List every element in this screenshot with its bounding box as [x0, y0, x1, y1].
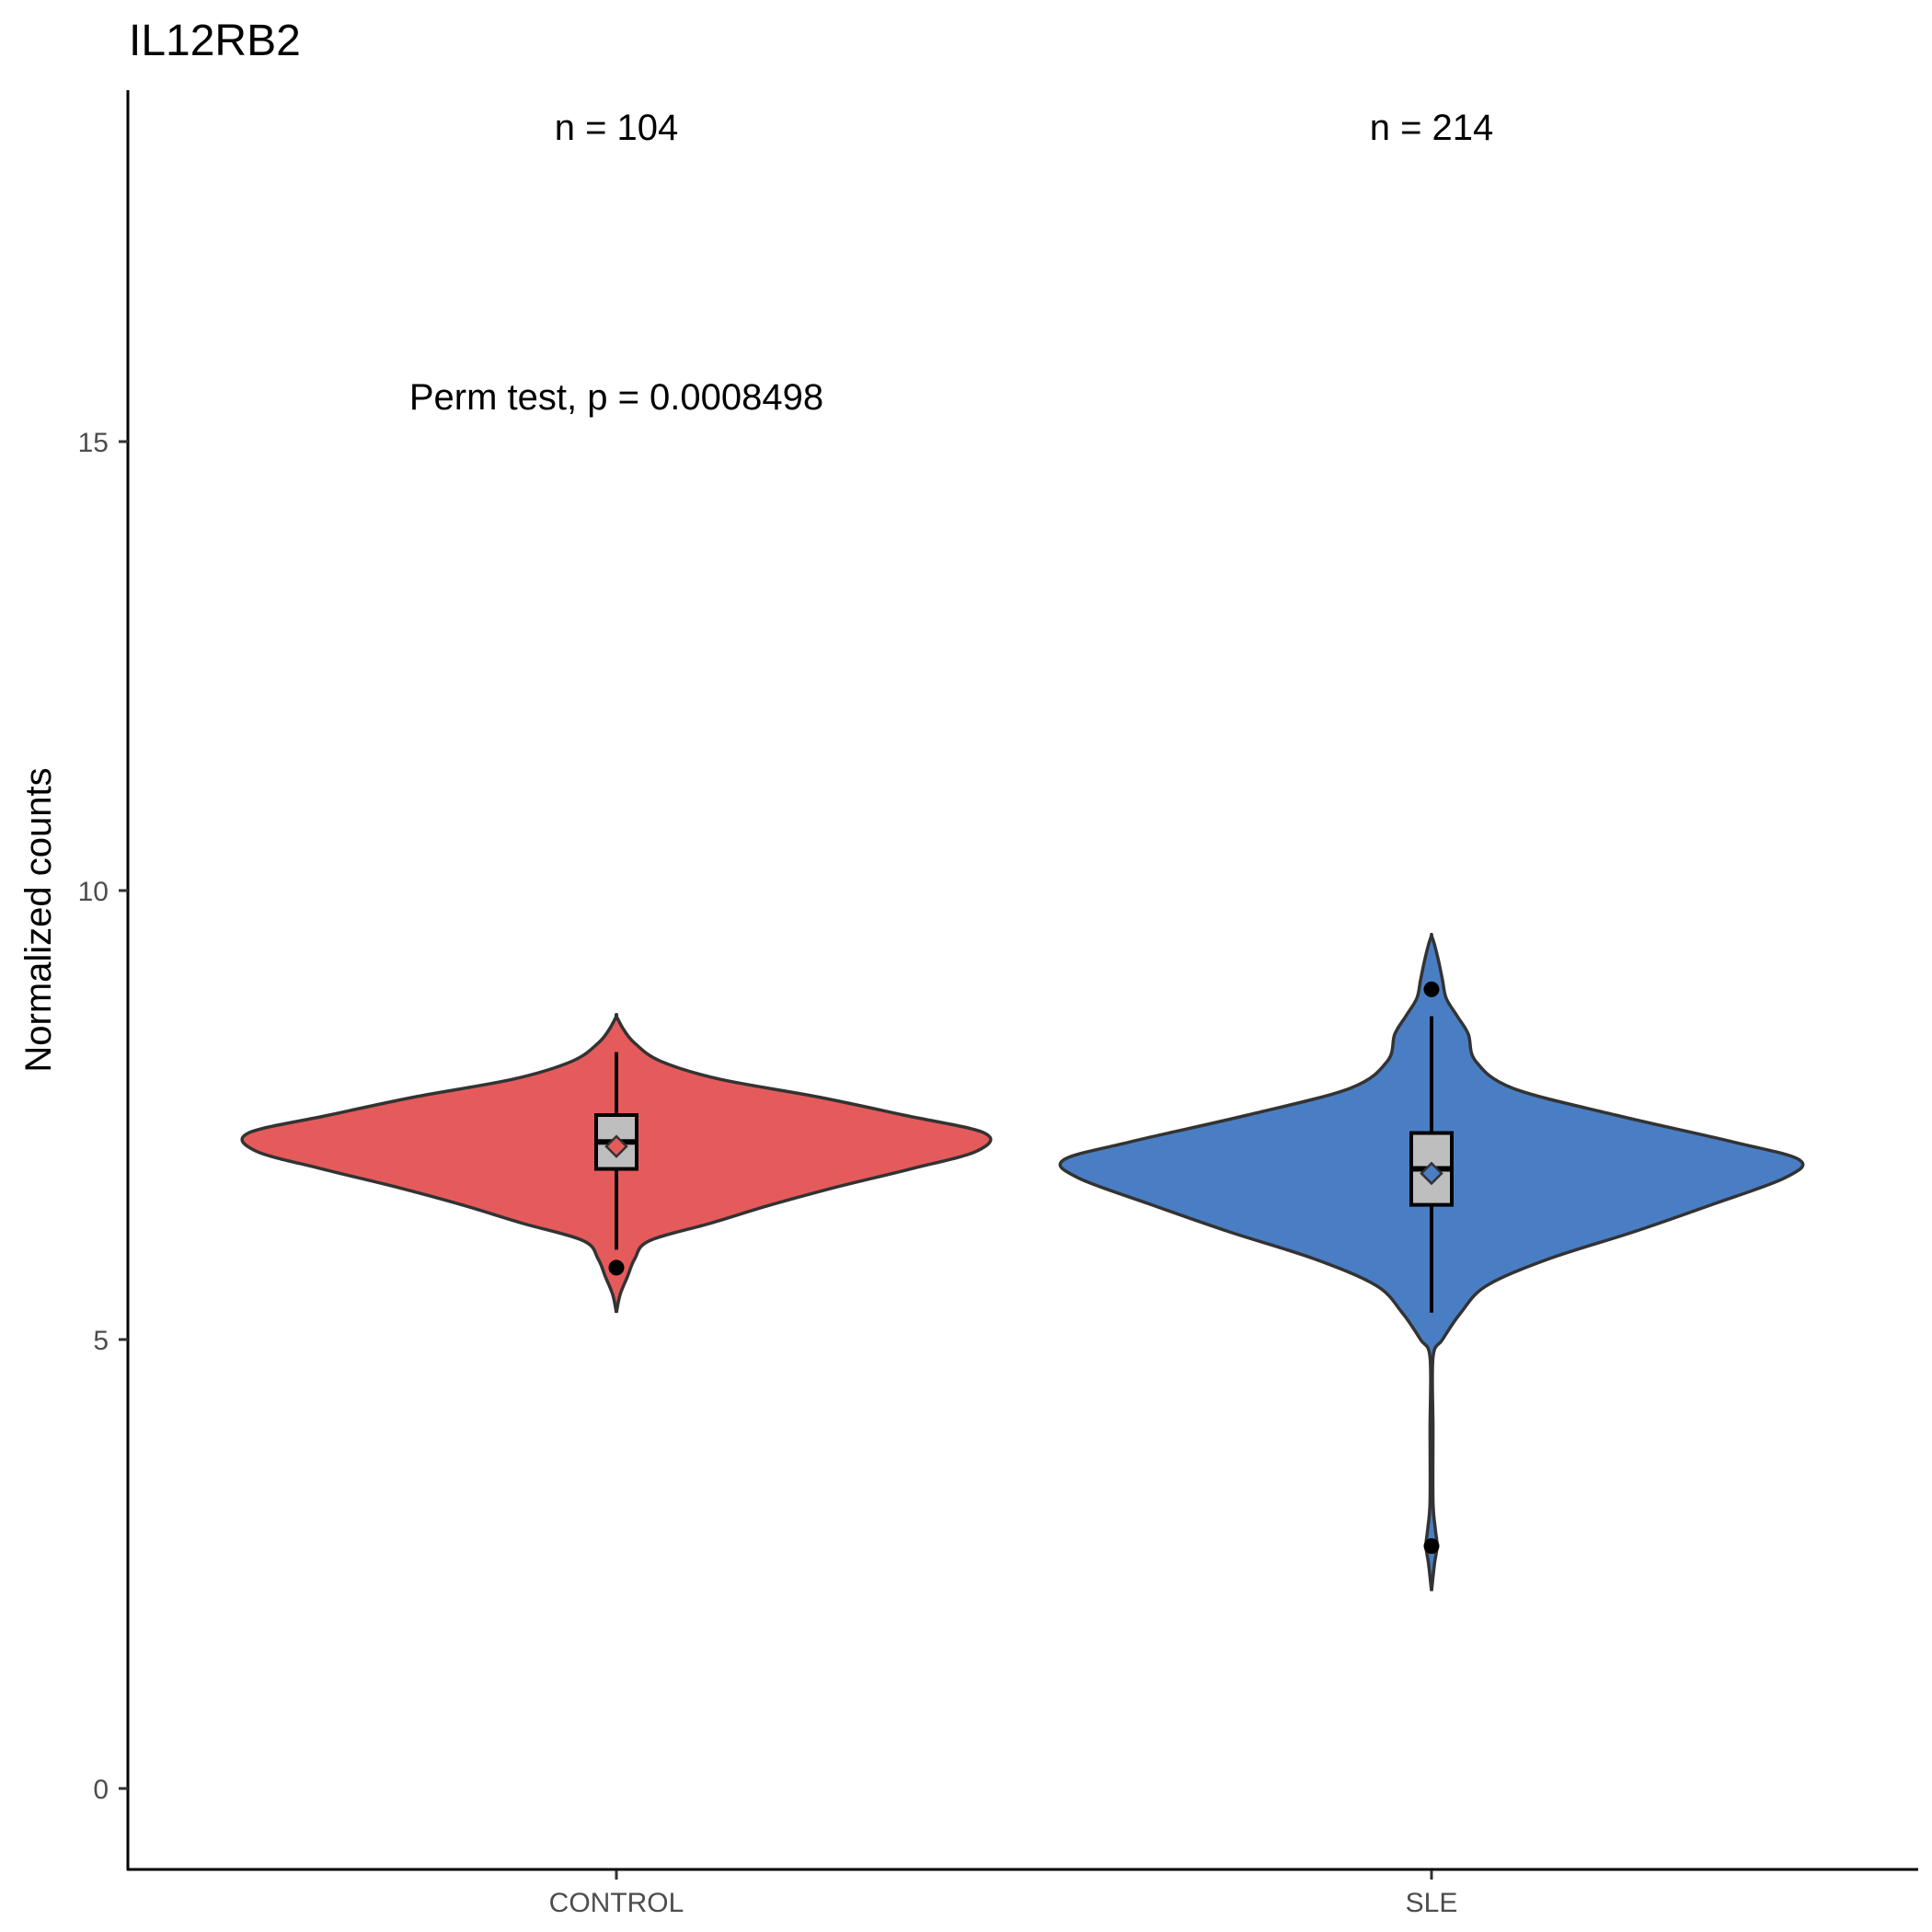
mean-marker	[604, 1134, 628, 1158]
n-label: n = 214	[1370, 108, 1494, 148]
y-axis-ticks: 0 5 10 15	[78, 428, 128, 1805]
outlier-point	[608, 1259, 625, 1276]
y-tick-label: 15	[78, 428, 109, 458]
y-tick-label: 0	[93, 1775, 109, 1805]
outlier-point	[1423, 1537, 1440, 1554]
x-tick-label: SLE	[1406, 1888, 1458, 1918]
stat-annotation: Perm test, p = 0.0008498	[409, 377, 823, 418]
x-axis-ticks: CONTROL SLE	[549, 1870, 1458, 1918]
n-label: n = 104	[555, 108, 679, 148]
y-axis-title: Normalized counts	[18, 767, 59, 1072]
x-tick-label: CONTROL	[549, 1888, 684, 1918]
violin-group-sle: n = 214	[1058, 108, 1805, 1592]
outlier-point	[1423, 981, 1440, 997]
violin-group-control: n = 104	[240, 108, 993, 1314]
chart-title: IL12RB2	[129, 17, 301, 65]
violin-groups: n = 104 n = 214	[240, 108, 1805, 1592]
mean-marker	[1420, 1161, 1443, 1186]
y-tick-label: 10	[78, 877, 109, 907]
y-tick-label: 5	[93, 1326, 109, 1356]
